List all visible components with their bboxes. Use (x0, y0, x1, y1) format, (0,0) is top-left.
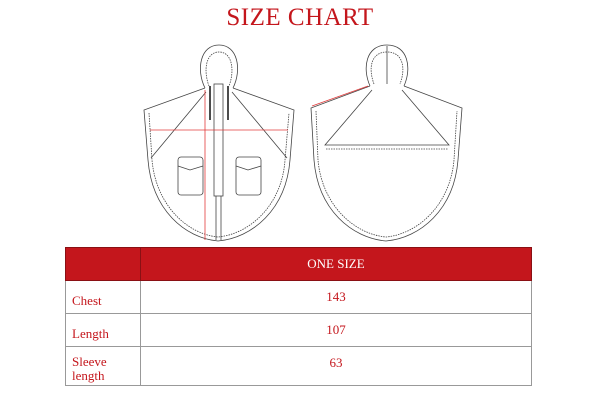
garment-drawings (143, 44, 463, 242)
row-label-sleeve-length: Sleeve length (65, 346, 141, 386)
row-label-chest: Chest (65, 280, 141, 314)
front-garment-drawing (143, 44, 295, 242)
row-label-length: Length (65, 313, 141, 347)
header-one-size: ONE SIZE (140, 247, 532, 281)
label-line1: Sleeve (72, 354, 107, 369)
table-header-row: ONE SIZE (65, 247, 532, 281)
back-garment-drawing (310, 44, 463, 242)
table-row: Sleeve length 63 (65, 346, 532, 386)
header-empty-cell (65, 247, 141, 281)
table-row: Length 107 (65, 313, 532, 347)
page-title: SIZE CHART (226, 4, 374, 31)
label-line2: length (72, 368, 105, 383)
row-value-sleeve-length: 63 (140, 346, 532, 386)
size-table: ONE SIZE Chest 143 Length 107 Sleeve leng… (65, 247, 532, 386)
table-row: Chest 143 (65, 280, 532, 314)
row-value-length: 107 (140, 313, 532, 347)
row-value-chest: 143 (140, 280, 532, 314)
